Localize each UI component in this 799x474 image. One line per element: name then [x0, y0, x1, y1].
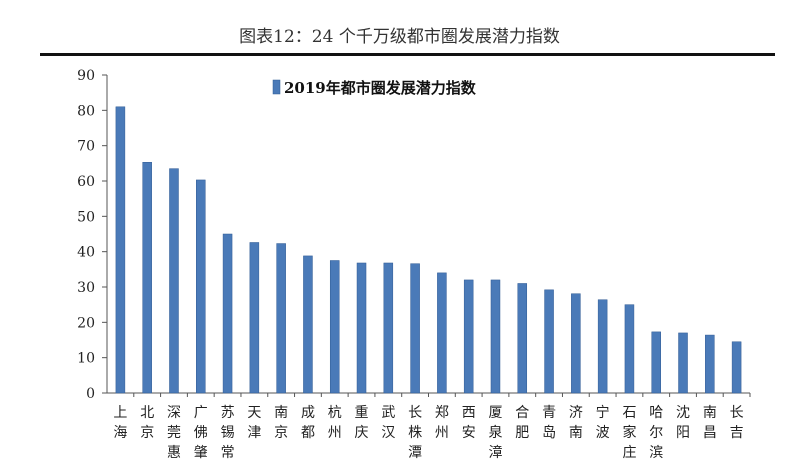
x-tick-label: 武汉 [381, 405, 395, 441]
bar-北京 [142, 162, 152, 394]
x-tick-label: 合肥 [515, 405, 529, 441]
x-tick-label: 广佛肇 [194, 405, 208, 461]
x-tick-label: 深莞惠 [167, 405, 181, 461]
bar-长株潭 [410, 263, 420, 394]
bar-郑州 [437, 272, 447, 394]
x-tick-label: 哈尔滨 [649, 405, 663, 461]
bar-合肥 [517, 283, 528, 394]
x-tick-label: 宁波 [596, 404, 610, 441]
y-tick-label: 10 [77, 351, 95, 367]
y-tick-label: 0 [86, 386, 95, 402]
x-tick-label: 南昌 [703, 405, 717, 441]
x-tick-label: 郑州 [435, 405, 449, 441]
figure-title: 图表12：24 个千万级都市圈发展潜力指数 [239, 27, 560, 47]
legend-swatch [272, 79, 281, 95]
x-tick-label: 长株潭 [408, 405, 422, 461]
x-tick-label: 南京 [274, 405, 288, 441]
x-tick-label: 苏锡常 [221, 405, 235, 461]
x-tick-label: 成都 [301, 405, 315, 441]
bar-青岛 [544, 289, 554, 394]
x-tick-label: 重庆 [355, 405, 369, 441]
bar-长吉 [731, 341, 742, 394]
legend-label: 2019年都市圈发展潜力指数 [284, 79, 477, 97]
bar-深莞惠 [169, 168, 179, 394]
x-tick-label: 济南 [569, 405, 583, 441]
bar-南京 [276, 243, 286, 394]
y-tick-label: 60 [77, 174, 95, 190]
bar-哈尔滨 [651, 331, 661, 394]
x-tick-label: 厦泉漳 [488, 405, 502, 461]
bar-广佛肇 [196, 179, 206, 394]
x-tick-label: 上海 [113, 405, 127, 441]
bar-上海 [115, 106, 126, 394]
x-tick-label: 沈阳 [676, 405, 690, 441]
y-tick-label: 50 [77, 209, 95, 225]
y-tick-label: 20 [77, 315, 95, 331]
bar-厦泉漳 [490, 279, 501, 394]
bar-重庆 [356, 262, 367, 394]
x-tick-label: 北京 [140, 405, 154, 441]
bar-宁波 [597, 299, 608, 394]
bar-天津 [249, 242, 260, 394]
y-tick-label: 80 [77, 103, 95, 119]
bar-南昌 [705, 334, 715, 394]
x-tick-label: 西安 [462, 405, 476, 441]
bar-杭州 [329, 260, 340, 394]
bar-武汉 [383, 262, 394, 394]
bar-济南 [571, 293, 581, 394]
bar-西安 [463, 279, 474, 394]
x-tick-label: 长吉 [730, 405, 744, 441]
bar-沈阳 [678, 332, 688, 394]
x-tick-label: 青岛 [542, 405, 556, 441]
x-tick-label: 石家庄 [622, 405, 636, 461]
title-rule [40, 53, 775, 56]
x-tick-label: 天津 [247, 405, 261, 441]
bar-苏锡常 [222, 233, 233, 394]
y-tick-label: 90 [77, 68, 95, 84]
y-tick-label: 30 [77, 280, 95, 296]
x-tick-label: 杭州 [328, 405, 342, 441]
y-tick-label: 70 [77, 139, 95, 155]
bar-成都 [303, 255, 313, 394]
bar-石家庄 [624, 304, 635, 394]
y-tick-label: 40 [77, 245, 95, 261]
